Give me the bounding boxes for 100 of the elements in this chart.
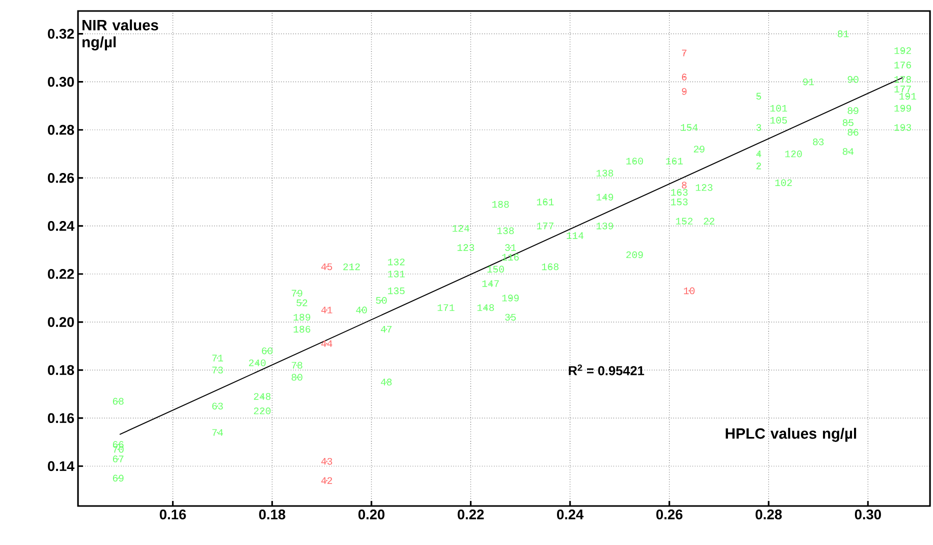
annotation: 60 <box>262 347 273 354</box>
annotation: 5 <box>756 92 762 100</box>
annotation: 45 <box>321 263 332 270</box>
annotation: 101 <box>770 104 788 112</box>
annotation: 177 <box>536 222 554 230</box>
y-tick-label: 0.28 <box>48 124 74 135</box>
annotation: 91 <box>803 78 814 86</box>
y-tick-label: 0.14 <box>48 461 74 472</box>
annotation: 240 <box>248 359 266 366</box>
y-tick-label: 0.22 <box>48 269 74 279</box>
annotation: 131 <box>388 270 405 278</box>
annotation: 138 <box>596 170 614 176</box>
annotation: 90 <box>848 76 858 83</box>
annotation: 191 <box>899 92 916 100</box>
annotation: 50 <box>376 297 387 304</box>
annotation: 123 <box>696 184 712 191</box>
annotation: 40 <box>356 306 367 314</box>
annotation: 79 <box>292 290 302 297</box>
annotation: 89 <box>848 107 858 114</box>
annotation: 189 <box>294 314 310 321</box>
x-axis-title: HPLC values ng/µl <box>726 428 856 442</box>
annotation: 114 <box>566 232 584 239</box>
annotation: 161 <box>536 198 554 206</box>
annotation: 120 <box>785 150 802 158</box>
annotation: 148 <box>477 304 494 311</box>
annotation: 160 <box>626 158 643 164</box>
annotation: 192 <box>894 47 911 54</box>
annotation: 163 <box>671 188 688 196</box>
annotation: 161 <box>666 158 683 164</box>
annotation: 177 <box>894 86 911 92</box>
x-tick-label: 0.28 <box>756 510 782 520</box>
y-tick-label: 0.26 <box>48 172 74 183</box>
annotation: 29 <box>694 146 704 152</box>
annotation: 31 <box>505 244 516 251</box>
annotation: 152 <box>676 218 693 225</box>
annotation: 150 <box>487 266 504 273</box>
annotation: 186 <box>294 326 310 333</box>
annotation: 220 <box>254 408 271 414</box>
annotation: 48 <box>380 378 392 386</box>
annotation: 193 <box>894 124 912 131</box>
x-tick-label: 0.18 <box>259 510 286 520</box>
annotation: 67 <box>112 456 124 462</box>
annotation: 248 <box>254 393 271 400</box>
annotation: 171 <box>438 304 454 311</box>
annotation: 86 <box>848 128 858 136</box>
annotation: 154 <box>680 124 698 131</box>
annotation: 35 <box>505 314 516 321</box>
x-tick-label: 0.20 <box>358 510 384 520</box>
annotation: R$^{2}$ = 0.95421 <box>568 364 644 376</box>
annotation: 132 <box>388 258 405 266</box>
annotation: 176 <box>894 62 912 68</box>
annotation: 147 <box>482 280 499 287</box>
x-tick-label: 0.24 <box>557 510 584 520</box>
annotation: 73 <box>212 366 223 374</box>
annotation: 168 <box>542 263 558 270</box>
annotation: 41 <box>321 306 332 314</box>
annotation: 69 <box>112 474 124 482</box>
y-axis-title: NIR values ng/µl <box>82 19 158 50</box>
annotation: 78 <box>292 362 302 369</box>
annotation: 138 <box>497 227 514 234</box>
y-tick-label: 0.24 <box>48 221 74 231</box>
x-tick-label: 0.26 <box>656 510 682 520</box>
annotation: 6 <box>682 74 687 80</box>
annotation: 83 <box>812 138 824 146</box>
y-tick-label: 0.20 <box>48 317 74 327</box>
annotation: 80 <box>292 374 302 381</box>
y-tick-label: 0.30 <box>48 76 74 87</box>
annotation: 71 <box>212 354 224 362</box>
annotation: 135 <box>388 287 405 294</box>
annotation: 199 <box>894 104 911 112</box>
annotation: 212 <box>343 263 360 270</box>
annotation: 74 <box>212 429 223 436</box>
annotation: 123 <box>458 244 474 251</box>
y-tick-label: 0.18 <box>48 365 74 375</box>
annotation: 81 <box>838 30 849 38</box>
annotation: 10 <box>684 287 695 294</box>
annotation: 149 <box>596 194 614 201</box>
annotation: 199 <box>502 294 519 302</box>
annotation: 153 <box>671 198 688 206</box>
annotation: 52 <box>296 299 308 306</box>
annotation: 105 <box>770 116 787 124</box>
annotation: 124 <box>452 225 470 232</box>
x-tick-label: 0.16 <box>160 510 186 520</box>
annotation: 8 <box>682 182 687 188</box>
annotation: 102 <box>775 179 792 186</box>
annotation: 3 <box>756 124 762 131</box>
y-tick-label: 0.16 <box>48 413 74 424</box>
y-tick-label: 0.32 <box>48 28 74 39</box>
annotation: 43 <box>321 458 332 465</box>
annotation: 4 <box>756 150 762 158</box>
annotation: 44 <box>321 340 332 347</box>
annotation: 209 <box>626 251 643 258</box>
annotation: 139 <box>596 222 614 230</box>
annotation: 85 <box>842 119 854 126</box>
x-tick-label: 0.30 <box>854 510 881 520</box>
annotation: 42 <box>321 477 332 484</box>
annotation: 22 <box>704 218 714 224</box>
annotation: 2 <box>756 162 762 170</box>
annotation: 188 <box>492 200 509 208</box>
annotation: 9 <box>682 88 687 95</box>
